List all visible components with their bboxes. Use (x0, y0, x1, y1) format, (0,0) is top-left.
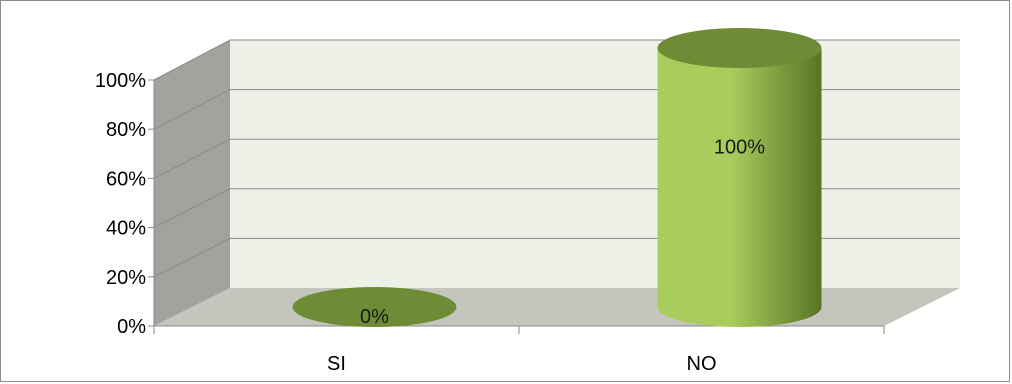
x-tick-label: NO (687, 353, 717, 375)
y-tick-label: 20% (106, 267, 146, 289)
y-tick-label: 80% (106, 119, 146, 141)
y-axis: 0% 20% 40% 60% 80% 100% (95, 70, 155, 338)
bars (292, 28, 822, 327)
y-tick-label: 40% (106, 218, 146, 240)
x-axis: SI NO (153, 325, 885, 375)
bar-si (292, 287, 457, 327)
data-label: 100% (714, 137, 765, 159)
side-wall (154, 40, 230, 326)
y-tick-label: 60% (106, 168, 146, 190)
data-labels: 0% 100% (360, 137, 765, 329)
y-tick-label: 100% (95, 70, 146, 92)
bar-no (657, 28, 822, 327)
chart-floor (154, 288, 960, 326)
x-tick-label: SI (327, 353, 346, 375)
data-label: 0% (360, 306, 389, 328)
back-wall (230, 40, 960, 288)
y-tick-label: 0% (117, 316, 146, 338)
